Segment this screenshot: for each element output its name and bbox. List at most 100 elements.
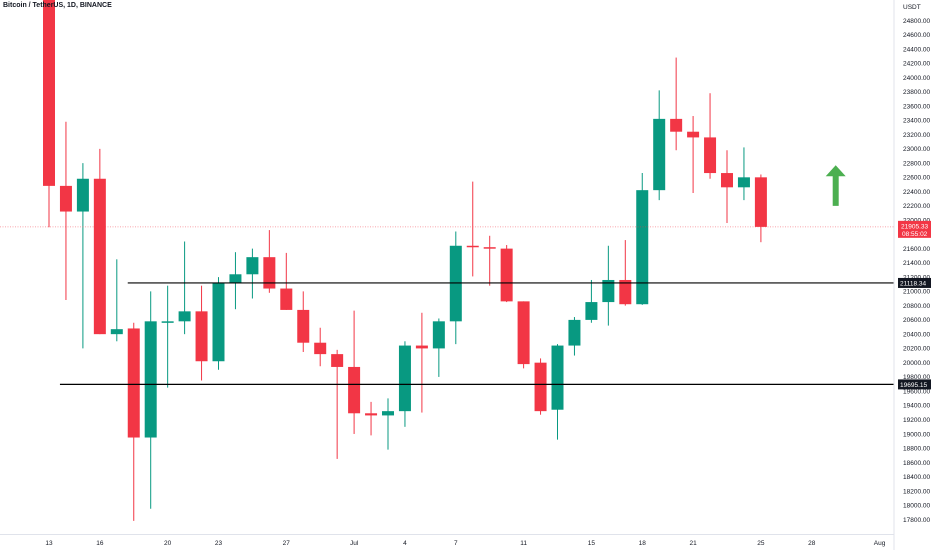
candle xyxy=(687,116,700,194)
candle-body xyxy=(144,321,157,438)
candle-body xyxy=(585,302,598,320)
price-tick-label: 24400.00 xyxy=(903,46,930,53)
candle xyxy=(93,148,106,335)
candle-body xyxy=(280,288,293,310)
price-tick-label: 24200.00 xyxy=(903,61,930,68)
up-arrow-annotation xyxy=(825,165,846,206)
price-axis[interactable]: USDT 17800.00 18000.00 18200.00 18400.00 1860… xyxy=(893,0,931,550)
price-tick-label: 22800.00 xyxy=(903,160,930,167)
level-price-label: 21118.34 xyxy=(900,280,927,287)
price-tick-label: 21400.00 xyxy=(903,260,930,267)
candle xyxy=(246,248,259,299)
candle xyxy=(195,285,208,381)
candle-body xyxy=(212,282,225,362)
candle xyxy=(331,349,344,459)
currency-label: USDT xyxy=(903,4,921,11)
time-tick-label: 16 xyxy=(96,540,104,547)
candle xyxy=(619,240,632,306)
candle-body xyxy=(551,345,564,410)
candle-body xyxy=(466,245,479,248)
price-tick-label: 24600.00 xyxy=(903,32,930,39)
candle-body xyxy=(534,362,547,412)
price-tick-label: 20000.00 xyxy=(903,360,930,367)
candle-body xyxy=(636,190,649,305)
candle-body xyxy=(331,354,344,367)
candle-body xyxy=(229,274,242,283)
candle xyxy=(602,245,615,326)
price-tick-label: 21000.00 xyxy=(903,289,930,296)
price-tick-label: 20200.00 xyxy=(903,346,930,353)
time-tick-label: Aug xyxy=(874,540,886,547)
level-price-badge xyxy=(898,277,931,288)
candle xyxy=(585,279,598,323)
time-axis[interactable]: 13 16 20 23 27 Jul 4 7 11 15 18 21 25 28 Aug xyxy=(0,534,894,548)
price-tick-label: 18600.00 xyxy=(903,460,930,467)
candle-body xyxy=(704,137,717,174)
candle xyxy=(704,93,717,179)
price-tick-label: 23000.00 xyxy=(903,146,930,153)
candle xyxy=(314,327,327,367)
time-tick-label: 20 xyxy=(164,540,172,547)
price-tick-label: 20400.00 xyxy=(903,331,930,338)
level-price-badge xyxy=(898,379,931,390)
candle xyxy=(280,252,293,310)
time-tick-label: 18 xyxy=(639,540,647,547)
candle-body xyxy=(297,309,310,343)
time-tick-label: 7 xyxy=(454,540,458,547)
candle xyxy=(212,277,225,370)
candle xyxy=(754,174,767,243)
candle-body xyxy=(93,178,106,335)
price-tick-label: 23800.00 xyxy=(903,89,930,96)
price-tick-label: 19400.00 xyxy=(903,403,930,410)
price-tick-label: 19600.00 xyxy=(903,388,930,395)
candle-body xyxy=(314,342,327,355)
candle xyxy=(127,322,140,521)
candle xyxy=(551,344,564,440)
time-tick-label: 21 xyxy=(689,540,697,547)
price-tick-label: 21600.00 xyxy=(903,246,930,253)
candle xyxy=(534,358,547,415)
price-tick-label: 23200.00 xyxy=(903,132,930,139)
candle-body xyxy=(754,177,767,227)
candle-body xyxy=(127,328,140,438)
time-tick-label: 27 xyxy=(283,540,291,547)
candle-body xyxy=(568,319,581,346)
candle-body xyxy=(653,118,666,191)
time-tick-label: 4 xyxy=(403,540,407,547)
price-tick-label: 17800.00 xyxy=(903,517,930,524)
price-tick-label: 20600.00 xyxy=(903,317,930,324)
candle-body xyxy=(398,345,411,412)
level-price-label: 19695.15 xyxy=(900,382,927,389)
candle-body xyxy=(721,173,733,188)
price-tick-label: 24800.00 xyxy=(903,18,930,25)
candle xyxy=(59,121,72,300)
candle xyxy=(517,301,530,369)
price-tick-label: 18200.00 xyxy=(903,488,930,495)
candle-body xyxy=(365,413,378,416)
candle xyxy=(653,90,666,201)
candle-body xyxy=(483,247,496,249)
candle-body xyxy=(246,257,259,275)
candle-body xyxy=(432,321,445,349)
candle-body xyxy=(602,279,615,303)
candle xyxy=(43,0,55,228)
candle xyxy=(449,231,462,345)
current-price-label: 21905.33 xyxy=(901,223,928,230)
candle xyxy=(229,252,242,310)
candle xyxy=(636,173,649,305)
candle xyxy=(110,259,123,342)
plot-area xyxy=(0,0,894,521)
candle-body xyxy=(500,248,513,302)
price-tick-label: 22400.00 xyxy=(903,189,930,196)
candle xyxy=(144,291,157,509)
candle-body xyxy=(382,411,394,416)
candle xyxy=(466,181,479,277)
time-tick-label: 28 xyxy=(808,540,816,547)
price-tick-label: 21200.00 xyxy=(903,274,930,281)
candle-body xyxy=(110,329,123,335)
candle xyxy=(432,318,445,377)
candle-body xyxy=(195,311,208,362)
candle-body xyxy=(415,345,428,349)
candle-body xyxy=(43,0,55,186)
